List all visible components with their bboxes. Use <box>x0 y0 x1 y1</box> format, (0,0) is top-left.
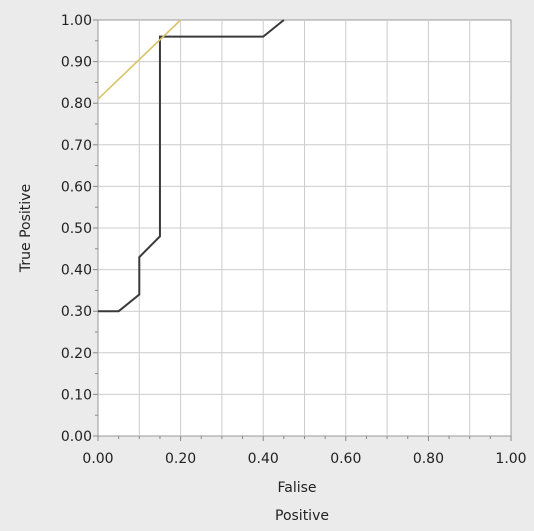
y-tick-label: 1.00 <box>61 13 92 29</box>
y-tick-label: 0.40 <box>61 263 92 279</box>
y-tick-label: 0.20 <box>61 346 92 362</box>
x-tick-label: 0.40 <box>248 451 279 467</box>
y-tick-label: 0.70 <box>61 138 92 154</box>
series-lines <box>97 19 285 313</box>
y-tick-labels: 0.00 0.10 0.20 0.30 0.40 0.50 0.60 0.70 0.80 0.90… <box>61 13 92 445</box>
y-tick-label: 0.90 <box>61 55 92 71</box>
y-tick-label: 0.80 <box>61 96 92 112</box>
x-axis-label-line-2: Positive <box>275 508 329 524</box>
x-tick-labels: 0.00 0.20 0.40 0.60 0.80 1.00 <box>82 451 526 467</box>
y-tick-label: 0.50 <box>61 221 92 237</box>
roc-curve-line <box>98 19 285 313</box>
reference-line <box>97 19 182 100</box>
x-tick-label: 0.80 <box>413 451 444 467</box>
x-axis-label-line-1: Falise <box>277 480 316 496</box>
y-tick-label: 0.30 <box>61 304 92 320</box>
y-tick-label: 0.10 <box>61 387 92 403</box>
grid-lines <box>98 20 511 436</box>
y-axis-label: True Positive <box>18 184 34 273</box>
x-tick-label: 0.20 <box>165 451 196 467</box>
y-tick-label: 0.00 <box>61 429 92 445</box>
y-tick-label: 0.60 <box>61 179 92 195</box>
x-tick-label: 1.00 <box>495 451 526 467</box>
minor-ticks <box>93 19 512 441</box>
x-tick-label: 0.00 <box>82 451 113 467</box>
x-tick-label: 0.60 <box>330 451 361 467</box>
